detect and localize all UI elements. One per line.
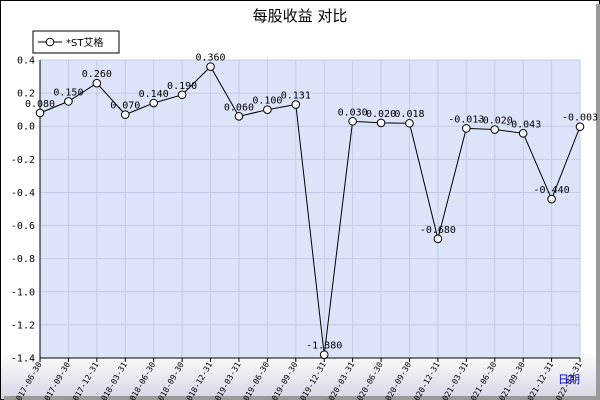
x-tick-label: 2019-09-30 [268, 360, 300, 400]
data-point-marker [120, 110, 130, 119]
data-point-marker [206, 62, 215, 71]
data-label: 0.190 [167, 81, 197, 92]
data-label: -0.003 [562, 113, 598, 124]
x-tick-label: 2018-09-30 [154, 360, 186, 400]
chart-title: 每股收益 对比 [253, 7, 348, 25]
y-tick-label: -0.4 [11, 188, 35, 199]
data-label: -0.013 [448, 114, 484, 125]
data-point-marker [319, 350, 329, 359]
y-tick-label: 0.0 [17, 122, 35, 133]
x-tick-label: 2020-06-30 [353, 360, 385, 400]
y-tick-label: 0.4 [17, 56, 35, 67]
data-label: 0.030 [338, 107, 368, 118]
legend-marker-swatch [45, 37, 55, 47]
x-tick-label: 2018-12-31 [182, 360, 214, 400]
plot-area [40, 60, 580, 358]
data-point-marker [64, 97, 73, 106]
y-tick-label: -0.8 [11, 254, 35, 265]
legend: *ST艾格 [32, 30, 120, 54]
data-label: 0.080 [25, 99, 55, 110]
legend-box [32, 30, 120, 54]
data-point-marker [348, 116, 357, 126]
y-tick-label: -0.2 [11, 155, 35, 166]
data-point-marker [376, 118, 386, 128]
data-point-marker [234, 111, 244, 121]
y-tick-label: -1.0 [11, 287, 35, 298]
data-point-marker [547, 194, 556, 204]
data-label: -0.440 [534, 185, 570, 196]
x-tick-label: 2021-06-30 [467, 360, 499, 400]
data-label: 0.100 [252, 96, 282, 107]
x-axis-label: 日期 [558, 373, 580, 386]
data-label: 0.018 [394, 109, 424, 120]
data-point-marker [291, 100, 301, 109]
data-label: 0.020 [366, 109, 396, 120]
x-tick-label: 2020-12-31 [410, 360, 442, 400]
data-point-marker [462, 124, 471, 133]
x-tick-label: 2019-03-31 [211, 360, 243, 400]
data-label: 0.070 [110, 101, 140, 112]
x-tick-label: 2021-12-31 [523, 360, 555, 400]
data-point-marker [405, 118, 414, 128]
data-label: 0.140 [139, 89, 169, 100]
x-tick-label: 2021-09-30 [495, 360, 527, 400]
data-label: -0.680 [420, 225, 456, 236]
x-tick-label: 2019-06-30 [239, 360, 271, 400]
y-tick-label: -1.2 [11, 320, 35, 331]
series-line [39, 65, 581, 355]
data-point-marker [433, 234, 443, 244]
data-label: 0.131 [281, 91, 311, 102]
x-tick-label: 2021-03-31 [438, 360, 470, 400]
data-point-marker [35, 108, 45, 118]
data-point-marker [518, 129, 528, 138]
data-label: -0.043 [505, 119, 541, 130]
frame-shadow-right [596, 4, 600, 400]
y-tick-label: -0.6 [11, 221, 35, 232]
data-point-marker [92, 78, 102, 88]
data-point-marker [177, 90, 187, 100]
y-tick-label: 0.2 [17, 89, 35, 100]
x-tick-label: 2017-12-31 [69, 360, 101, 400]
x-tick-label: 2017-06-30 [12, 360, 44, 400]
data-label: 0.150 [53, 87, 83, 98]
data-label: -0.020 [477, 116, 513, 127]
x-tick-label: 2020-09-30 [381, 360, 413, 400]
data-point-marker [149, 98, 158, 108]
x-tick-label: 2017-09-30 [40, 360, 72, 400]
data-point-marker [575, 122, 585, 132]
frame-shadow-bottom [4, 396, 600, 400]
data-label: -1.380 [306, 341, 342, 352]
data-label: 0.260 [82, 69, 112, 80]
data-label: 0.360 [195, 53, 225, 64]
x-tick-label: 2020-03-31 [324, 360, 356, 400]
series-layer [35, 62, 585, 359]
y-tick-label: -1.4 [11, 354, 35, 365]
x-tick-label: 2018-06-30 [126, 360, 158, 400]
legend-entry-label: *ST艾格 [66, 36, 103, 49]
data-point-marker [490, 125, 500, 134]
data-point-marker [263, 105, 272, 114]
x-tick-label: 2019-12-31 [296, 360, 328, 400]
x-tick-label: 2018-03-31 [97, 360, 129, 400]
data-label: 0.060 [224, 102, 254, 113]
